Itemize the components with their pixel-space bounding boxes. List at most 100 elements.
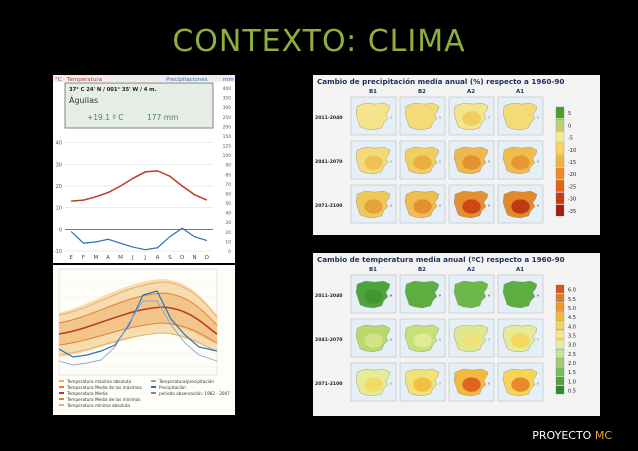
precip-map-grid: B1 B2 A2 A1 2011-2040 2041-2070 2071-2100 [315, 89, 544, 224]
balearic-islands [487, 382, 490, 385]
precip-maps: Cambio de precipitación media anual (%) … [315, 77, 576, 224]
mean-temp-line [58, 306, 218, 335]
left-tick-label: 0 [59, 227, 62, 233]
right-tick-label: 125 [223, 144, 232, 150]
legend-value: -15 [568, 160, 576, 166]
legend-swatch [59, 392, 64, 394]
scenario-label: A1 [516, 89, 524, 95]
scenario-label: B1 [369, 89, 377, 95]
month-label: S [168, 255, 172, 261]
legend-value: 0.5 [568, 388, 576, 394]
right-tick-label: 60 [225, 191, 231, 197]
right-tick-label: 400 [223, 86, 232, 92]
iberia-map [404, 102, 440, 131]
legend-value: 5.0 [568, 306, 576, 312]
map-hotspot [511, 333, 530, 348]
legend-label: Precipitación [159, 385, 186, 390]
legend-color [555, 358, 565, 367]
legend-label: Temperatura Media de las mínimas [66, 397, 141, 402]
iberia-map [404, 280, 440, 309]
month-label: J [143, 255, 146, 261]
mean-temperature: +19.1 º C [87, 113, 124, 122]
month-label: M [118, 255, 123, 261]
left-tick-label: 20 [56, 184, 62, 190]
map-hotspot [511, 155, 530, 170]
precip-maps-panel: Cambio de precipitación media anual (%) … [313, 75, 600, 235]
balearic-islands [438, 294, 441, 297]
left-tick-label: 10 [56, 206, 62, 212]
map-hotspot [462, 155, 481, 170]
balearic-islands [536, 116, 539, 119]
gridlines [65, 142, 213, 252]
balearic-islands [389, 338, 392, 341]
period-label: 2071-2100 [315, 203, 342, 209]
legend-value: 3.5 [568, 333, 576, 339]
legend-color [555, 303, 565, 312]
month-label: F [82, 255, 85, 261]
legend-label: Temperatura/precipitación [158, 379, 214, 384]
period-label: 2041-2070 [315, 159, 342, 165]
month-label: D [205, 255, 209, 261]
legend-value: -25 [568, 184, 576, 190]
legend-value: -10 [568, 148, 576, 154]
map-hotspot [364, 377, 383, 392]
month-label: O [180, 255, 185, 261]
legend-color [555, 385, 565, 395]
right-tick-label: 80 [225, 172, 231, 178]
legend-value: -30 [568, 197, 576, 203]
scenario-label: A2 [467, 89, 475, 95]
balearic-islands [487, 294, 490, 297]
legend-color [555, 143, 565, 156]
precip-axis-title: Precipitaciones [166, 77, 208, 83]
legend-color [555, 294, 565, 303]
right-tick-label: 150 [223, 134, 232, 140]
period-label: 2011-2040 [315, 293, 342, 299]
map-hotspot [462, 333, 481, 348]
temperature-line [71, 170, 208, 202]
right-tick-label: 20 [225, 230, 231, 236]
legend-value: 3.0 [568, 343, 576, 349]
legend-color [555, 312, 565, 321]
legend-color [555, 180, 565, 192]
station-info-box [64, 82, 214, 129]
scenario-label: B2 [418, 89, 426, 95]
legend-swatch [59, 386, 64, 388]
legend-value: 1.5 [568, 370, 576, 376]
legend-swatch [59, 398, 64, 400]
balearic-islands [536, 204, 539, 207]
temp-axis-title: Temperatura [66, 77, 102, 83]
series-lines [70, 170, 208, 251]
legend-color [555, 106, 565, 119]
legend-value: -35 [568, 209, 576, 215]
legend-color [555, 119, 565, 131]
legend-color [555, 367, 565, 376]
month-label: N [192, 255, 196, 261]
station-coords: 37° C 24' N / 001° 35' W / 4 m. [69, 87, 157, 93]
period-label: 2071-2100 [315, 381, 342, 387]
temp-legend: 6.0 5.5 5.0 4.5 4.0 3.5 3.0 2.5 2.0 1.5 1.0 0.5 [555, 284, 576, 395]
map-hotspot [511, 199, 530, 214]
legend-color [555, 204, 565, 217]
iberia-map [502, 280, 538, 309]
climograph-chart: °C Temperatura Precipitaciones mm 37° C … [53, 75, 235, 263]
legend-swatch [59, 380, 64, 382]
legend-label: Temperatura Media de las máximas [66, 385, 142, 390]
iberia-map [453, 280, 489, 309]
legend-color [555, 284, 565, 294]
precip-unit: mm [223, 77, 234, 83]
station-name: Águilas [69, 94, 98, 105]
legend-color [555, 155, 565, 168]
month-label: A [106, 255, 110, 261]
right-tick-label: 40 [225, 211, 231, 217]
scenario-label: B2 [418, 267, 426, 273]
precip-maps-title: Cambio de precipitación media anual (%) … [317, 77, 564, 86]
balearic-islands [389, 160, 392, 163]
balearic-islands [536, 294, 539, 297]
mean-max-line [58, 292, 218, 326]
right-tick-label: 70 [225, 182, 231, 188]
right-tick-label: 350 [223, 96, 232, 102]
month-label: M [93, 255, 98, 261]
precipitation-line [70, 227, 208, 251]
